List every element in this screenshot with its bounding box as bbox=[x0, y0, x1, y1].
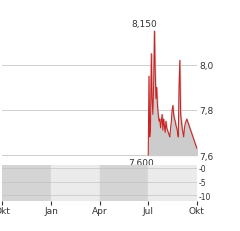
Bar bbox=[100, 165, 148, 201]
Bar bbox=[148, 165, 197, 201]
Text: 8,150: 8,150 bbox=[132, 20, 157, 28]
Bar bbox=[2, 165, 51, 201]
Bar bbox=[51, 165, 100, 201]
Text: 7,600: 7,600 bbox=[129, 159, 154, 168]
